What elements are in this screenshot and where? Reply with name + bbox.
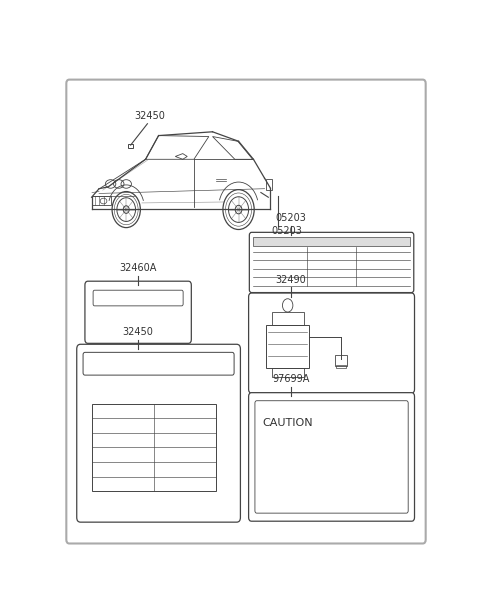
Bar bbox=[272, 312, 304, 325]
Bar bbox=[92, 403, 216, 492]
Text: CAUTION: CAUTION bbox=[263, 418, 313, 428]
Bar bbox=[335, 355, 347, 366]
Text: 05203: 05203 bbox=[275, 213, 306, 223]
Bar bbox=[128, 144, 132, 148]
Bar bbox=[336, 365, 346, 368]
FancyBboxPatch shape bbox=[255, 401, 408, 513]
Text: 97699A: 97699A bbox=[272, 374, 309, 384]
Text: 32450: 32450 bbox=[123, 326, 154, 337]
Text: 32450: 32450 bbox=[134, 111, 165, 121]
FancyBboxPatch shape bbox=[85, 281, 192, 343]
FancyBboxPatch shape bbox=[66, 79, 426, 543]
FancyBboxPatch shape bbox=[93, 290, 183, 306]
Text: 32490: 32490 bbox=[275, 275, 306, 285]
Bar bbox=[253, 237, 409, 246]
Bar bbox=[266, 179, 272, 190]
Text: 05203: 05203 bbox=[271, 227, 302, 237]
Text: 32460A: 32460A bbox=[120, 262, 157, 273]
Bar bbox=[266, 325, 309, 368]
Bar bbox=[92, 197, 110, 205]
FancyBboxPatch shape bbox=[249, 392, 415, 521]
FancyBboxPatch shape bbox=[83, 352, 234, 375]
FancyBboxPatch shape bbox=[249, 293, 415, 393]
FancyBboxPatch shape bbox=[77, 344, 240, 522]
Bar bbox=[272, 368, 304, 378]
FancyBboxPatch shape bbox=[249, 232, 414, 293]
